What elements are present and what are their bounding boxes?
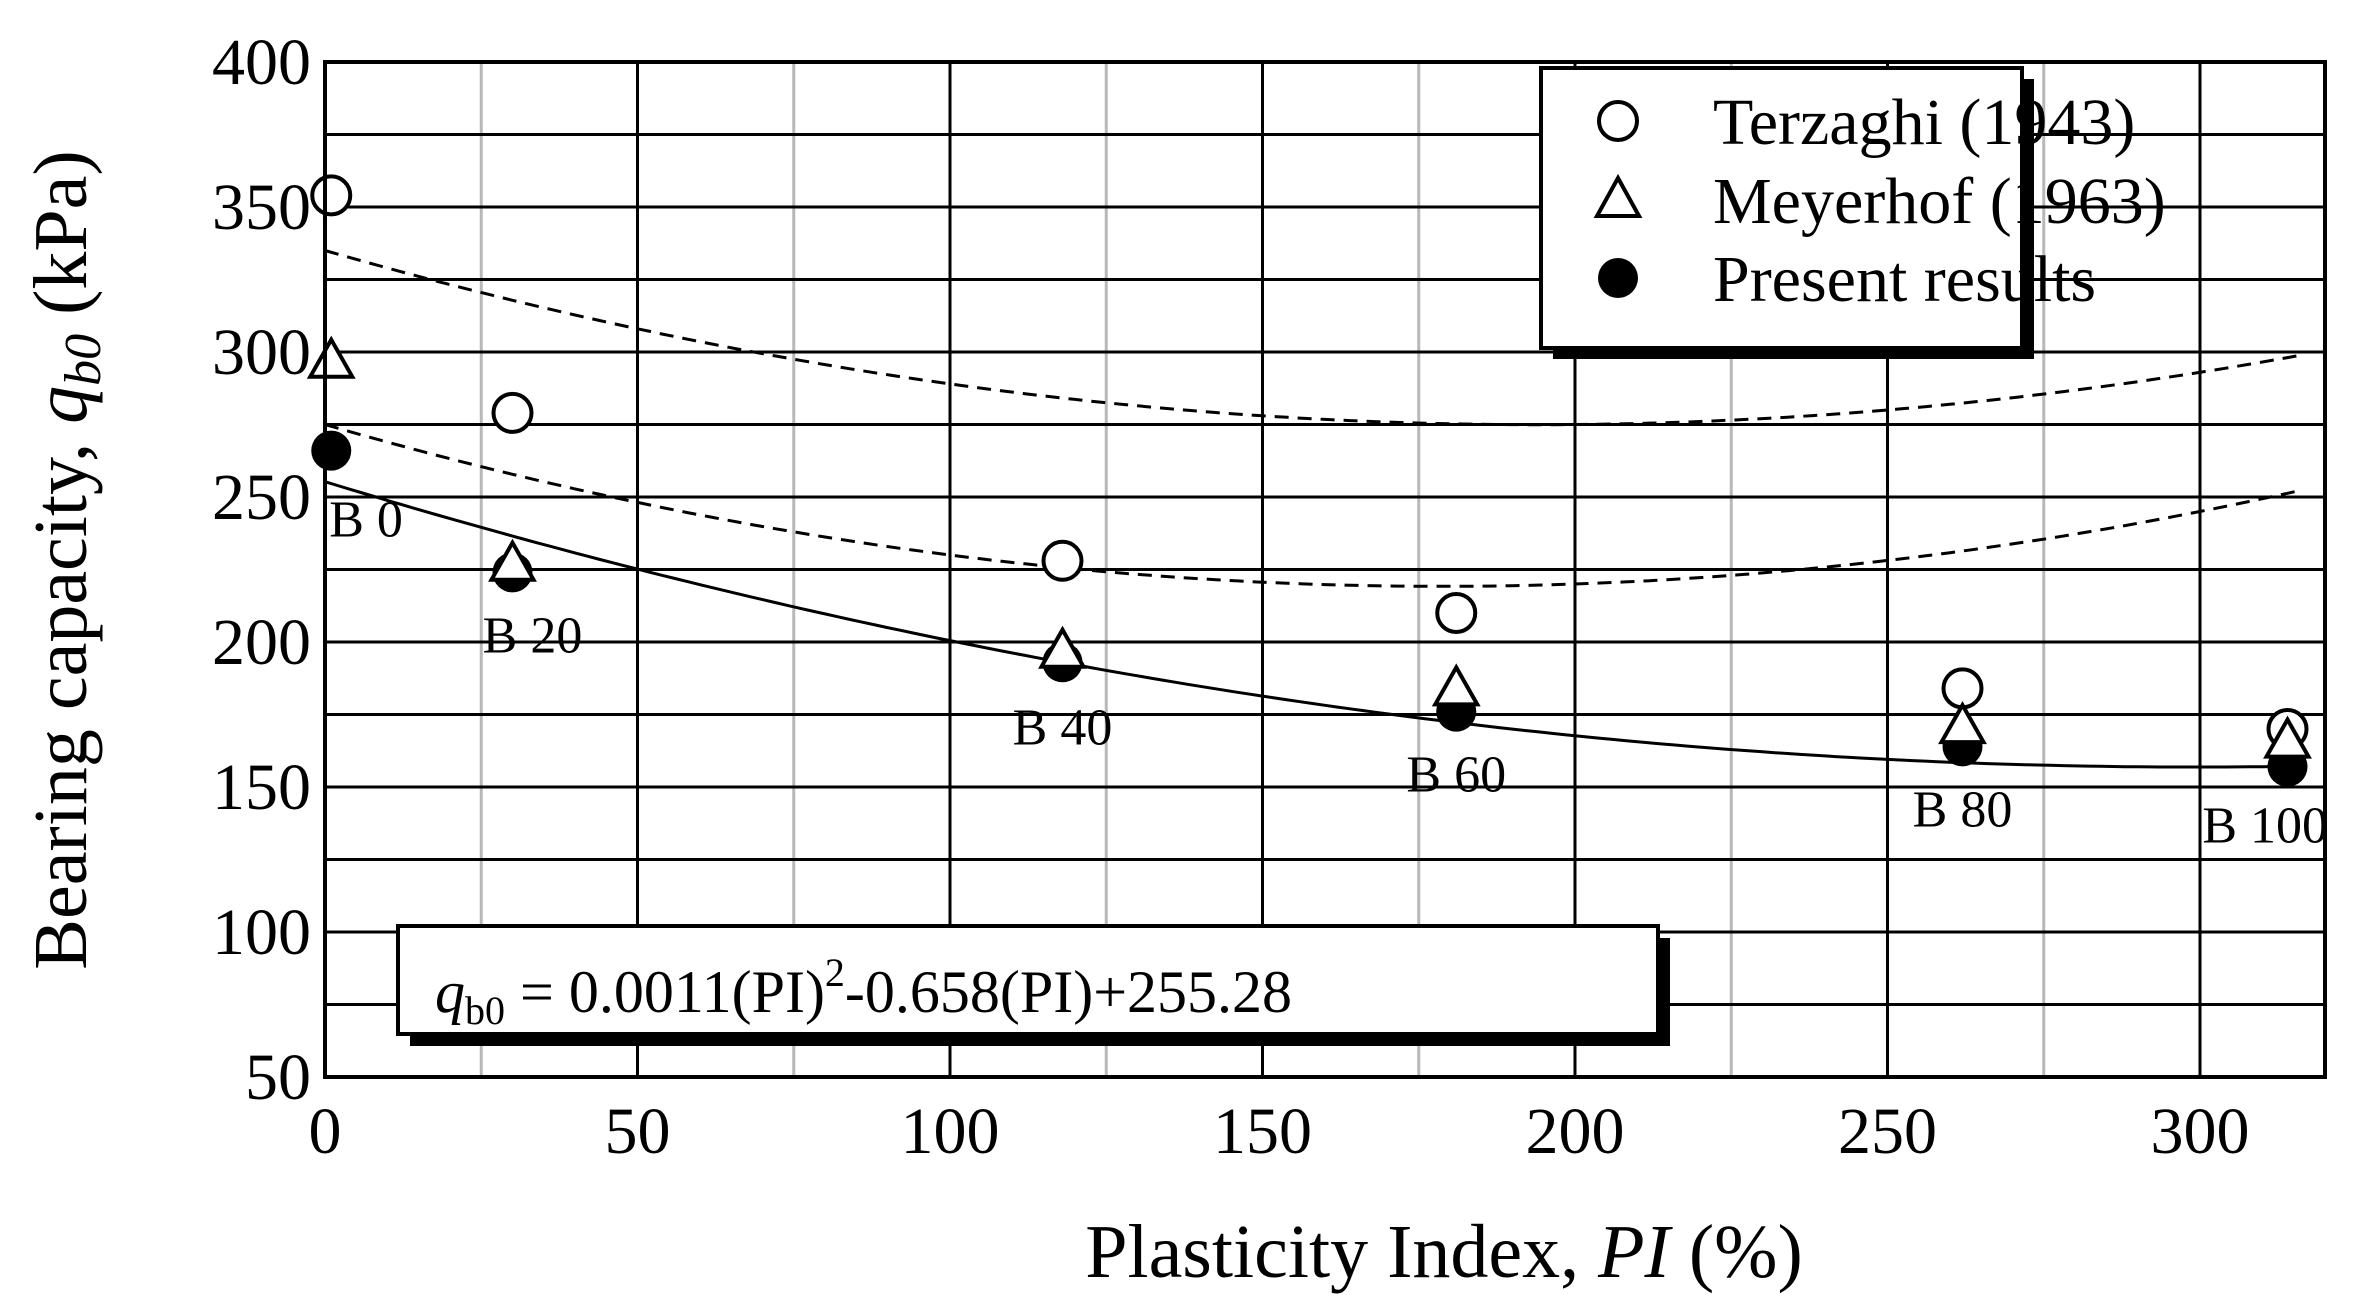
markers — [306, 174, 2312, 787]
y-axis-title-sub: b0 — [55, 334, 112, 386]
data-point-meyerhof — [1431, 663, 1481, 707]
x-tick-label: 250 — [1838, 1095, 1937, 1168]
y-axis-title-prefix: Bearing capacity, — [19, 424, 103, 970]
equation-lhs-var: q — [435, 959, 465, 1025]
data-point-meyerhof — [488, 538, 537, 582]
equation-rhs-sup: 2 — [825, 950, 845, 995]
grid-major — [325, 62, 2325, 1077]
y-axis-title-var: q — [19, 386, 103, 424]
legend-marker-terzaghi — [1597, 100, 1639, 142]
x-axis-title-suffix: (%) — [1670, 1210, 1803, 1294]
y-tick-label: 50 — [245, 1041, 311, 1114]
y-tick-label: 200 — [212, 606, 311, 679]
equation-rhs-part1: = 0.0011(PI) — [505, 959, 825, 1025]
equation-text: qb0 = 0.0011(PI)2-0.658(PI)+255.28 — [435, 950, 1292, 1033]
x-tick-label: 200 — [1526, 1095, 1625, 1168]
equation-frame — [396, 924, 1660, 1036]
x-axis-title: Plasticity Index, PI (%) — [1085, 1210, 1803, 1294]
data-point-terzaghi — [491, 391, 534, 434]
x-tick-labels: 0 50 100 150 200 250 300 — [309, 1095, 2250, 1168]
legend-label-terzaghi: Terzaghi (1943) — [1713, 86, 2135, 159]
y-axis-title: Bearing capacity, qb0 (kPa) — [19, 150, 112, 969]
plot-frame — [323, 60, 2327, 1079]
data-point-meyerhof — [2263, 715, 2312, 759]
y-tick-label: 150 — [212, 751, 311, 824]
point-label: B 20 — [483, 607, 583, 664]
x-tick-label: 0 — [309, 1095, 342, 1168]
legend-marker-meyerhof — [1593, 173, 1643, 218]
trend-line-0 — [324, 249, 2301, 427]
point-labels: B 0 B 20 B 40 B 60 B 80 B 100 — [329, 492, 2328, 855]
y-tick-labels: 50 100 150 200 250 300 350 400 — [212, 26, 311, 1114]
x-axis-title-var: PI — [1597, 1210, 1673, 1294]
y-tick-label: 100 — [212, 896, 311, 969]
y-tick-label: 350 — [212, 171, 311, 244]
point-label: B 0 — [329, 492, 403, 549]
point-label: B 40 — [1013, 699, 1113, 756]
equation-box: qb0 = 0.0011(PI)2-0.658(PI)+255.28 — [396, 924, 1670, 1046]
y-tick-label: 400 — [212, 26, 311, 99]
data-point-meyerhof — [1938, 701, 1987, 745]
data-point-terzaghi — [1435, 592, 1478, 634]
data-point-present — [311, 430, 352, 471]
equation-rhs-part2: -0.658(PI)+255.28 — [845, 959, 1292, 1025]
x-tick-label: 300 — [2151, 1095, 2250, 1168]
data-point-terzaghi — [1041, 539, 1084, 582]
x-axis-title-prefix: Plasticity Index, — [1085, 1210, 1598, 1294]
point-label: B 80 — [1913, 781, 2013, 838]
y-tick-label: 250 — [212, 461, 311, 534]
x-tick-label: 50 — [605, 1095, 671, 1168]
data-point-meyerhof — [1038, 625, 1087, 669]
x-tick-label: 150 — [1213, 1095, 1312, 1168]
trend-line-2 — [324, 480, 2301, 769]
legend-marker-present — [1598, 258, 1638, 298]
equation-lhs-sub: b0 — [465, 988, 505, 1033]
point-label: B 100 — [2202, 798, 2328, 855]
legend-label-meyerhof: Meyerhof (1963) — [1713, 165, 2166, 238]
trend-line-1 — [324, 423, 2301, 588]
data-point-meyerhof — [306, 335, 356, 379]
legend-label-present: Present results — [1713, 243, 2096, 316]
y-axis-title-suffix: (kPa) — [19, 150, 103, 334]
x-tick-label: 100 — [901, 1095, 1000, 1168]
y-tick-label: 300 — [212, 316, 311, 389]
point-label: B 60 — [1406, 747, 1506, 804]
legend: Terzaghi (1943) Meyerhof (1963) Present … — [1539, 66, 2166, 359]
data-point-terzaghi — [310, 174, 353, 217]
